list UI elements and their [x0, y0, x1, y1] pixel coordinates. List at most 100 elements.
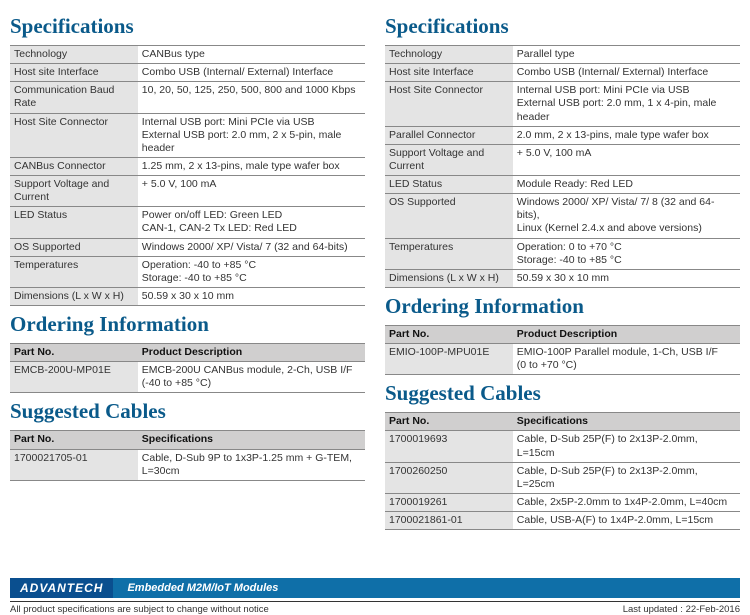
- key-cell: Temperatures: [385, 238, 513, 269]
- cable-heading-left: Suggested Cables: [10, 399, 365, 424]
- value-cell: 2.0 mm, 2 x 13-pins, male type wafer box: [513, 126, 740, 144]
- value-cell: CANBus type: [138, 46, 365, 64]
- table-row: Parallel Connector2.0 mm, 2 x 13-pins, m…: [385, 126, 740, 144]
- footer: ADVANTECH Embedded M2M/IoT Modules All p…: [10, 578, 740, 615]
- key-cell: Dimensions (L x W x H): [10, 287, 138, 305]
- value-cell: Cable, D-Sub 9P to 1x3P-1.25 mm + G-TEM,…: [138, 449, 365, 480]
- table-row: LED StatusPower on/off LED: Green LEDCAN…: [10, 207, 365, 238]
- value-cell: 50.59 x 30 x 10 mm: [513, 269, 740, 287]
- value-cell: Internal USB port: Mini PCIe via USBExte…: [513, 82, 740, 126]
- order-table-right: Part No.Product DescriptionEMIO-100P-MPU…: [385, 325, 740, 375]
- table-row: TechnologyParallel type: [385, 46, 740, 64]
- table-row: CANBus Connector1.25 mm, 2 x 13-pins, ma…: [10, 157, 365, 175]
- value-cell: Operation: 0 to +70 °CStorage: -40 to +8…: [513, 238, 740, 269]
- value-cell: 1.25 mm, 2 x 13-pins, male type wafer bo…: [138, 157, 365, 175]
- key-cell: Support Voltage and Current: [10, 176, 138, 207]
- table-row: Communication Baud Rate10, 20, 50, 125, …: [10, 82, 365, 113]
- header-cell: Product Description: [138, 344, 365, 362]
- spec-table-left: TechnologyCANBus typeHost site Interface…: [10, 45, 365, 306]
- key-cell: 1700260250: [385, 462, 513, 493]
- value-cell: Windows 2000/ XP/ Vista/ 7/ 8 (32 and 64…: [513, 194, 740, 238]
- value-cell: Power on/off LED: Green LEDCAN-1, CAN-2 …: [138, 207, 365, 238]
- table-row: LED StatusModule Ready: Red LED: [385, 176, 740, 194]
- key-cell: Dimensions (L x W x H): [385, 269, 513, 287]
- brand-logo: ADVANTECH: [10, 578, 113, 598]
- table-row: OS SupportedWindows 2000/ XP/ Vista/ 7/ …: [385, 194, 740, 238]
- value-cell: Internal USB port: Mini PCIe via USBExte…: [138, 113, 365, 157]
- header-cell: Part No.: [385, 325, 513, 343]
- value-cell: 50.59 x 30 x 10 mm: [138, 287, 365, 305]
- right-column: Specifications TechnologyParallel typeHo…: [385, 8, 740, 530]
- value-cell: Parallel type: [513, 46, 740, 64]
- table-row: TemperaturesOperation: 0 to +70 °CStorag…: [385, 238, 740, 269]
- footer-strip: Embedded M2M/IoT Modules: [113, 578, 740, 598]
- key-cell: LED Status: [10, 207, 138, 238]
- table-header-row: Part No.Specifications: [10, 431, 365, 449]
- header-cell: Part No.: [10, 431, 138, 449]
- spec-heading-left: Specifications: [10, 14, 365, 39]
- header-cell: Part No.: [10, 344, 138, 362]
- value-cell: EMIO-100P Parallel module, 1-Ch, USB I/F…: [513, 344, 740, 375]
- header-cell: Specifications: [513, 413, 740, 431]
- table-row: Dimensions (L x W x H)50.59 x 30 x 10 mm: [385, 269, 740, 287]
- table-row: Host Site ConnectorInternal USB port: Mi…: [10, 113, 365, 157]
- value-cell: Cable, D-Sub 25P(F) to 2x13P-2.0mm, L=25…: [513, 462, 740, 493]
- table-row: TechnologyCANBus type: [10, 46, 365, 64]
- key-cell: Parallel Connector: [385, 126, 513, 144]
- order-table-left: Part No.Product DescriptionEMCB-200U-MP0…: [10, 343, 365, 393]
- order-heading-right: Ordering Information: [385, 294, 740, 319]
- key-cell: Host site Interface: [385, 64, 513, 82]
- table-header-row: Part No.Specifications: [385, 413, 740, 431]
- key-cell: LED Status: [385, 176, 513, 194]
- table-row: Support Voltage and Current+ 5.0 V, 100 …: [385, 144, 740, 175]
- table-row: Host Site ConnectorInternal USB port: Mi…: [385, 82, 740, 126]
- key-cell: EMCB-200U-MP01E: [10, 362, 138, 393]
- key-cell: Temperatures: [10, 256, 138, 287]
- key-cell: CANBus Connector: [10, 157, 138, 175]
- key-cell: 1700019693: [385, 431, 513, 462]
- key-cell: Host site Interface: [10, 64, 138, 82]
- value-cell: 10, 20, 50, 125, 250, 500, 800 and 1000 …: [138, 82, 365, 113]
- value-cell: Module Ready: Red LED: [513, 176, 740, 194]
- table-row: Host site InterfaceCombo USB (Internal/ …: [385, 64, 740, 82]
- header-cell: Part No.: [385, 413, 513, 431]
- spec-heading-right: Specifications: [385, 14, 740, 39]
- table-header-row: Part No.Product Description: [385, 325, 740, 343]
- table-header-row: Part No.Product Description: [10, 344, 365, 362]
- value-cell: + 5.0 V, 100 mA: [513, 144, 740, 175]
- header-cell: Specifications: [138, 431, 365, 449]
- key-cell: Technology: [385, 46, 513, 64]
- table-row: 1700021705-01Cable, D-Sub 9P to 1x3P-1.2…: [10, 449, 365, 480]
- footer-note: All product specifications are subject t…: [10, 604, 269, 615]
- value-cell: Cable, 2x5P-2.0mm to 1x4P-2.0mm, L=40cm: [513, 493, 740, 511]
- key-cell: OS Supported: [385, 194, 513, 238]
- table-row: 1700021861-01Cable, USB-A(F) to 1x4P-2.0…: [385, 512, 740, 530]
- cable-heading-right: Suggested Cables: [385, 381, 740, 406]
- value-cell: Combo USB (Internal/ External) Interface: [138, 64, 365, 82]
- table-row: Host site InterfaceCombo USB (Internal/ …: [10, 64, 365, 82]
- cable-table-right: Part No.Specifications1700019693Cable, D…: [385, 412, 740, 530]
- footer-updated: Last updated : 22-Feb-2016: [623, 604, 740, 615]
- key-cell: 1700021705-01: [10, 449, 138, 480]
- value-cell: Combo USB (Internal/ External) Interface: [513, 64, 740, 82]
- key-cell: Technology: [10, 46, 138, 64]
- table-row: EMCB-200U-MP01EEMCB-200U CANBus module, …: [10, 362, 365, 393]
- value-cell: Cable, D-Sub 25P(F) to 2x13P-2.0mm, L=15…: [513, 431, 740, 462]
- table-row: 1700019693Cable, D-Sub 25P(F) to 2x13P-2…: [385, 431, 740, 462]
- value-cell: Windows 2000/ XP/ Vista/ 7 (32 and 64-bi…: [138, 238, 365, 256]
- table-row: OS SupportedWindows 2000/ XP/ Vista/ 7 (…: [10, 238, 365, 256]
- key-cell: EMIO-100P-MPU01E: [385, 344, 513, 375]
- table-row: 1700260250Cable, D-Sub 25P(F) to 2x13P-2…: [385, 462, 740, 493]
- key-cell: 1700021861-01: [385, 512, 513, 530]
- cable-table-left: Part No.Specifications1700021705-01Cable…: [10, 430, 365, 480]
- order-heading-left: Ordering Information: [10, 312, 365, 337]
- header-cell: Product Description: [513, 325, 740, 343]
- key-cell: Host Site Connector: [385, 82, 513, 126]
- key-cell: Host Site Connector: [10, 113, 138, 157]
- table-row: TemperaturesOperation: -40 to +85 °CStor…: [10, 256, 365, 287]
- key-cell: OS Supported: [10, 238, 138, 256]
- value-cell: Cable, USB-A(F) to 1x4P-2.0mm, L=15cm: [513, 512, 740, 530]
- left-column: Specifications TechnologyCANBus typeHost…: [10, 8, 365, 530]
- key-cell: Support Voltage and Current: [385, 144, 513, 175]
- value-cell: Operation: -40 to +85 °CStorage: -40 to …: [138, 256, 365, 287]
